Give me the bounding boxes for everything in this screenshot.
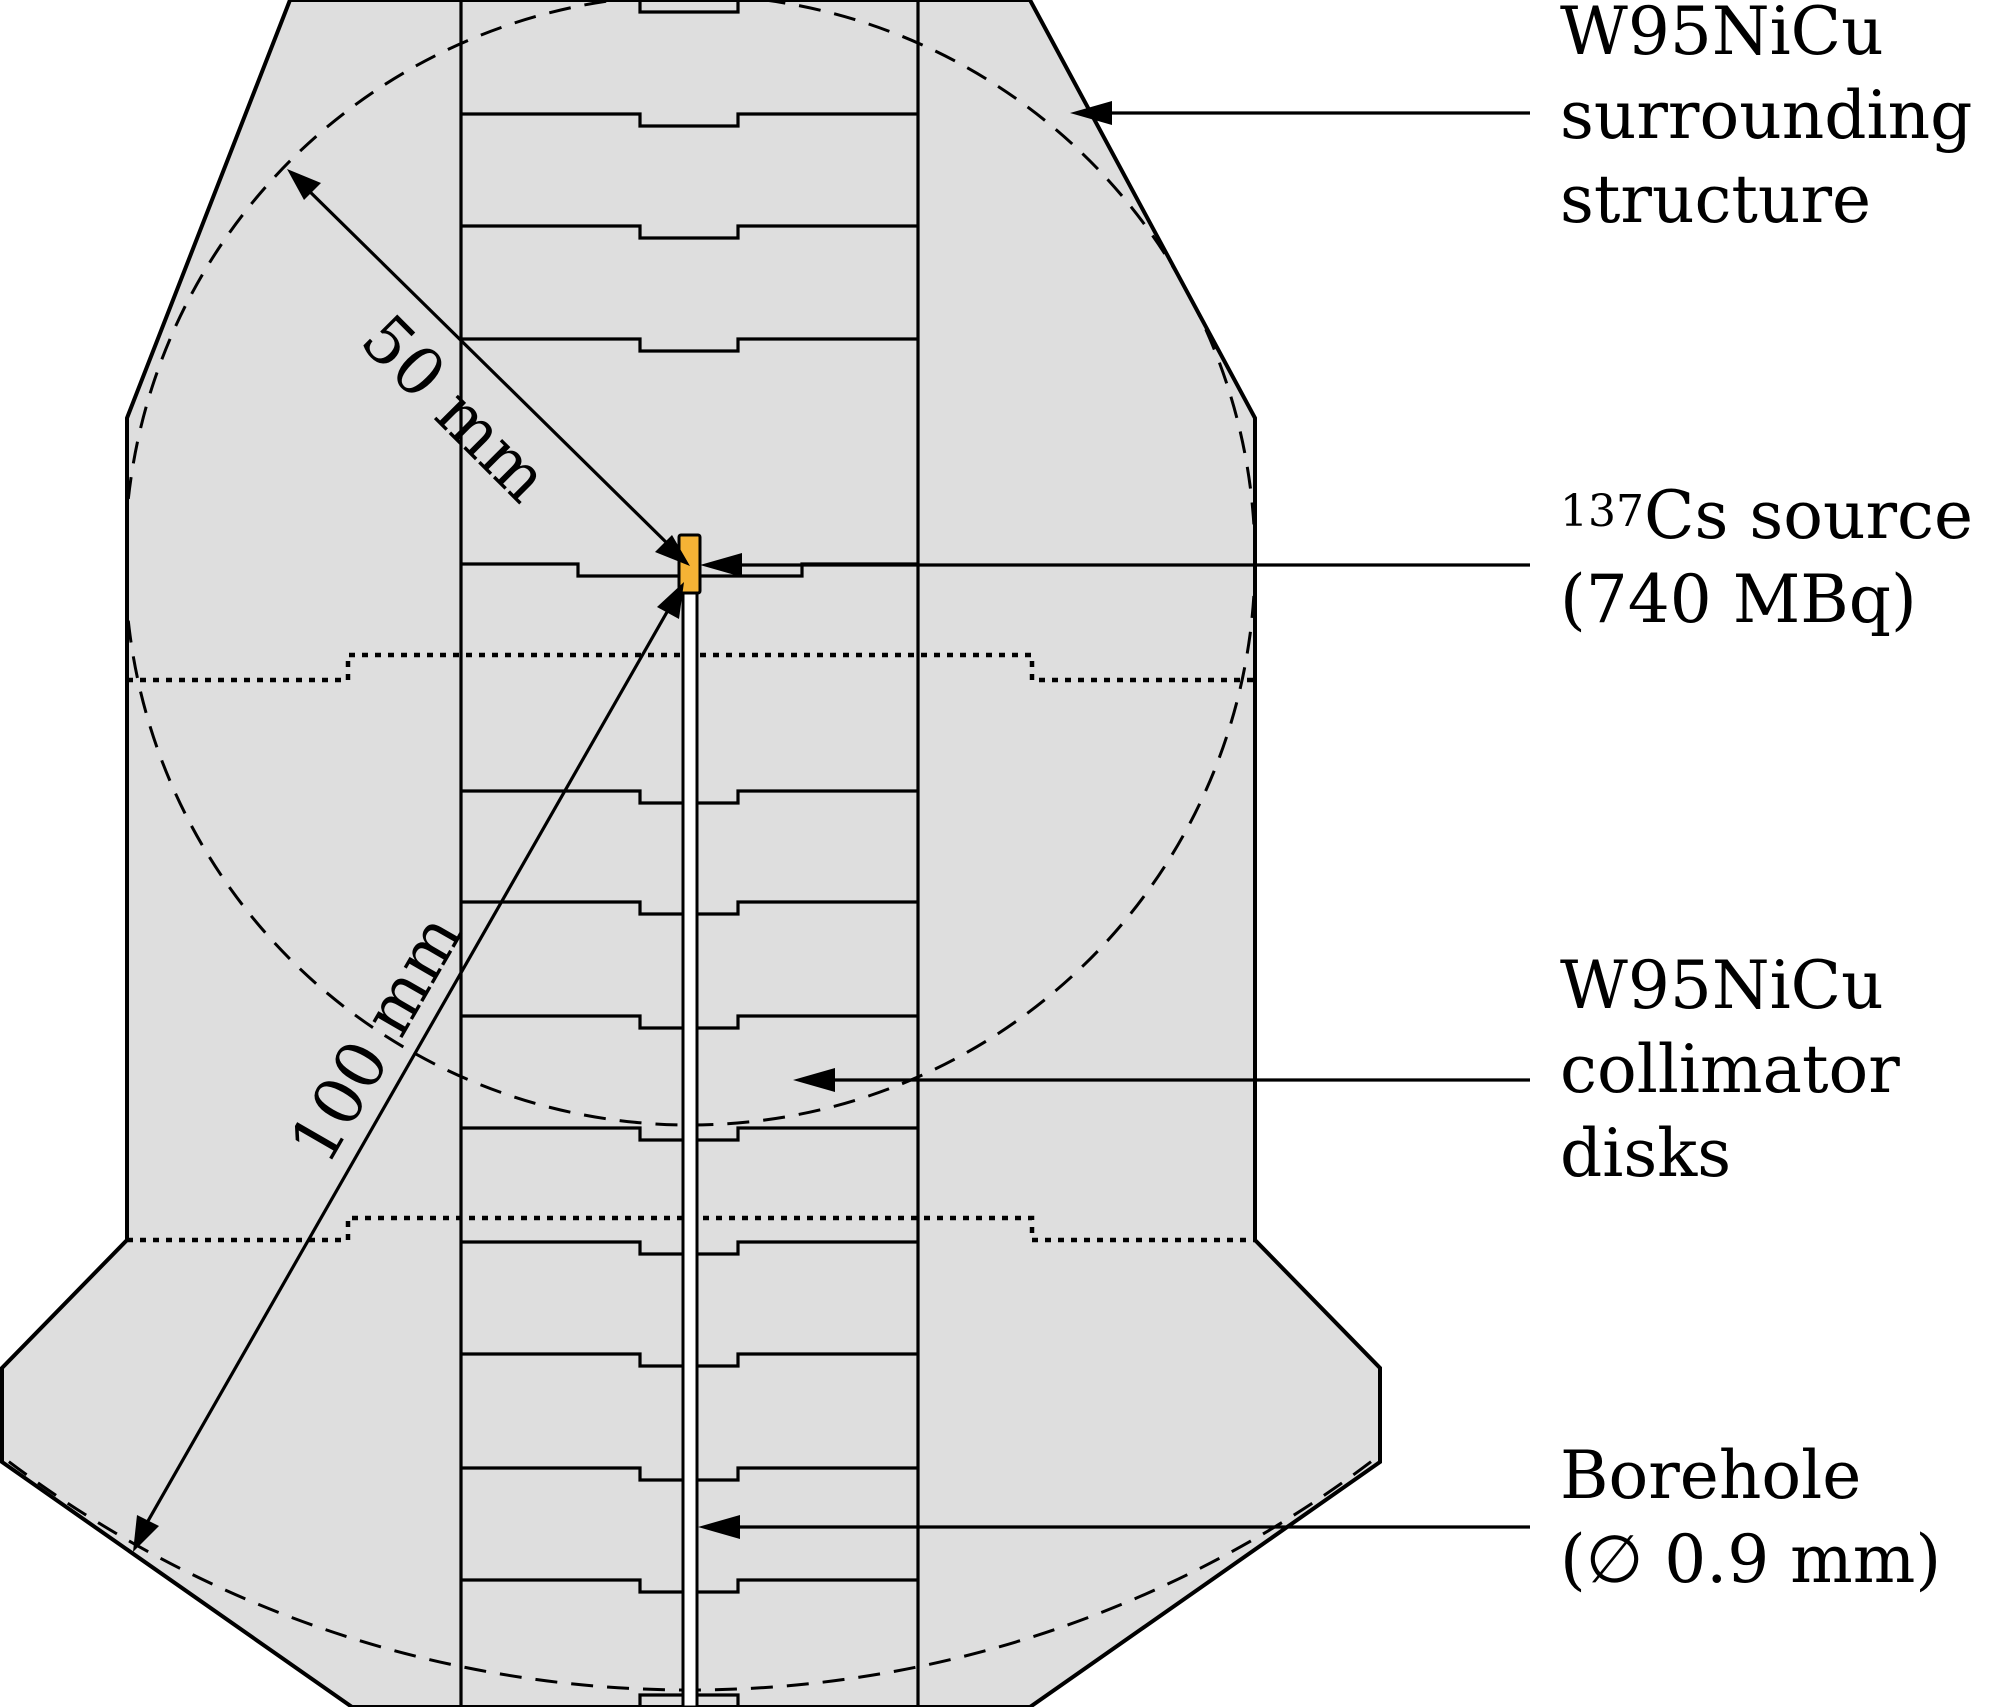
dim-100mm-arrow (133, 582, 684, 1552)
leader-surrounding (1070, 101, 1530, 125)
disk-separators-lower (461, 789, 918, 1707)
label-source: 137Cs source (740 MBq) (1560, 477, 1974, 638)
leader-source (700, 553, 1530, 577)
label-surrounding: W95NiCu surrounding structure (1560, 0, 1973, 238)
label-collimator: W95NiCu collimator disks (1560, 947, 1900, 1192)
cs-source (677, 533, 702, 595)
top-notch (638, 0, 740, 14)
leader-borehole (698, 1515, 1530, 1539)
borehole-channel (681, 578, 699, 1707)
label-borehole: Borehole (∅ 0.9 mm) (1560, 1437, 1942, 1598)
leader-collimator (793, 1068, 1530, 1092)
dim-50mm-arrow (287, 169, 690, 566)
